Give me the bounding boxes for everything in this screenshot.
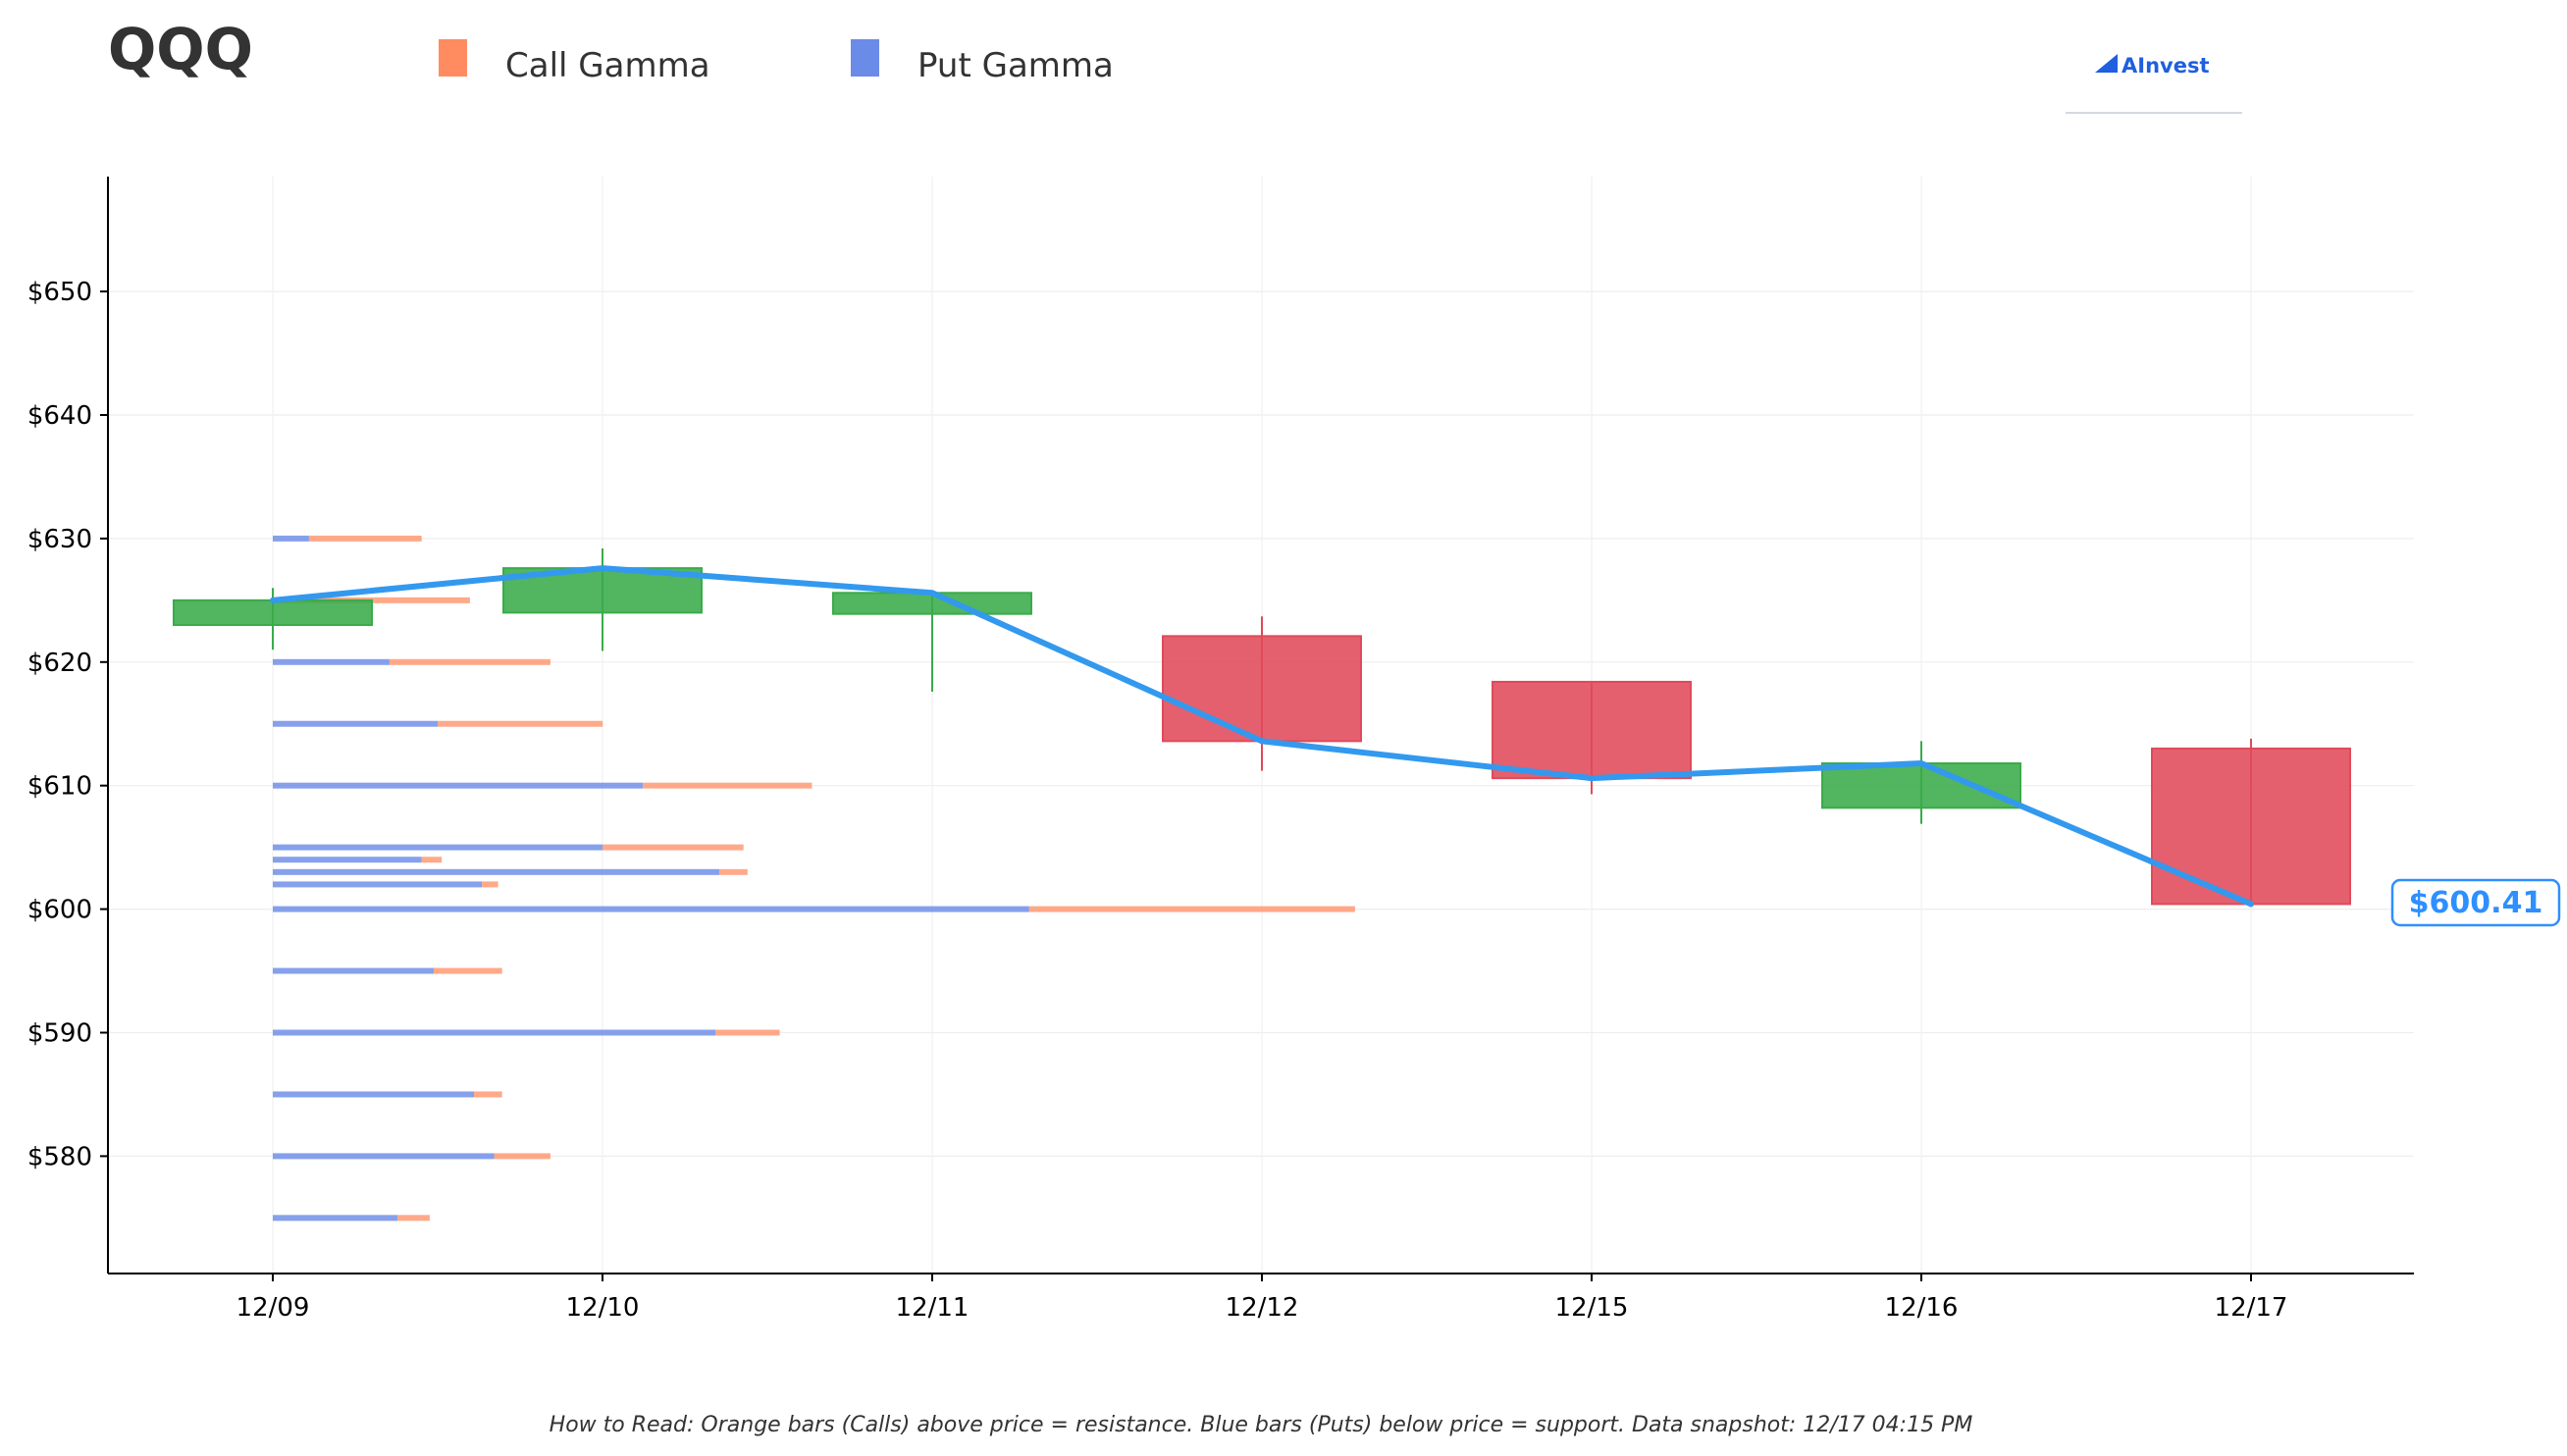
put-gamma-bar	[273, 1029, 715, 1036]
legend-swatch-put	[851, 39, 879, 77]
call-gamma-bar	[715, 1029, 780, 1036]
call-gamma-bar	[308, 535, 422, 542]
x-tick-label: 12/16	[1885, 1293, 1959, 1323]
put-gamma-bar	[273, 658, 390, 665]
call-gamma-bar	[438, 720, 603, 727]
legend-label-call: Call Gamma	[505, 46, 710, 85]
candle-body	[1492, 680, 1692, 780]
footnote: How to Read: Orange bars (Calls) above p…	[550, 1413, 1973, 1437]
put-gamma-bar	[273, 720, 439, 727]
put-gamma-bar	[273, 881, 483, 888]
x-tick-label: 12/15	[1555, 1293, 1629, 1323]
y-tick-label: $600	[27, 896, 92, 925]
y-tick-label: $590	[27, 1018, 92, 1048]
current-price-label: $600.41	[2409, 886, 2543, 920]
call-gamma-bar	[494, 1153, 550, 1160]
y-tick-label: $630	[27, 525, 92, 554]
current-price-badge: $600.41	[2390, 878, 2561, 927]
candle-body	[1821, 762, 2021, 809]
put-gamma-bar	[273, 967, 434, 974]
y-tick-label: $640	[27, 401, 92, 431]
call-gamma-bar	[482, 881, 498, 888]
put-gamma-bar	[273, 1215, 398, 1222]
put-gamma-bar	[273, 1091, 474, 1098]
call-gamma-bar	[474, 1091, 502, 1098]
call-gamma-bar	[434, 967, 502, 974]
candles	[173, 547, 2351, 906]
brand-name: AInvest	[2122, 54, 2210, 78]
put-gamma-bar	[273, 535, 309, 542]
put-gamma-bar	[273, 844, 603, 851]
call-gamma-bar	[1028, 906, 1355, 912]
x-tick-label: 12/11	[896, 1293, 969, 1323]
y-tick-label: $650	[27, 278, 92, 307]
put-gamma-bar	[273, 868, 720, 875]
candle-body	[2151, 747, 2351, 906]
close-price-line	[270, 565, 2254, 908]
call-gamma-bar	[643, 782, 812, 789]
x-tick-label: 12/17	[2215, 1293, 2288, 1323]
candle-body	[1162, 635, 1362, 743]
call-gamma-bar	[602, 844, 744, 851]
brand-logo-icon	[2095, 54, 2118, 73]
ticker-title: QQQ	[108, 16, 253, 82]
x-tick-label: 12/10	[566, 1293, 640, 1323]
legend-swatch-call	[439, 39, 467, 77]
current-price-badge-box	[2390, 878, 2561, 927]
legend: Call Gamma Put Gamma	[439, 39, 1114, 85]
put-gamma-bar	[273, 857, 422, 863]
axes	[100, 177, 2414, 1281]
brand-logo: AInvest	[2066, 54, 2242, 114]
y-tick-label: $610	[27, 772, 92, 802]
put-gamma-bar	[273, 782, 644, 789]
gamma-bars	[273, 535, 1355, 1222]
tick-labels: $580 $590 $600 $610 $620 $630 $640 $650 12/09 12/…	[27, 278, 2288, 1323]
candle-body	[173, 598, 373, 627]
y-tick-label: $580	[27, 1142, 92, 1171]
put-gamma-bar	[273, 1153, 495, 1160]
put-gamma-bar	[273, 906, 1029, 912]
call-gamma-bar	[421, 857, 443, 863]
x-tick-label: 12/09	[236, 1293, 310, 1323]
y-tick-label: $620	[27, 649, 92, 678]
x-tick-label: 12/12	[1226, 1293, 1299, 1323]
legend-label-put: Put Gamma	[917, 46, 1114, 85]
close-line-layer	[270, 565, 2254, 908]
call-gamma-bar	[719, 868, 748, 875]
call-gamma-bar	[389, 658, 550, 665]
call-gamma-bar	[397, 1215, 430, 1222]
